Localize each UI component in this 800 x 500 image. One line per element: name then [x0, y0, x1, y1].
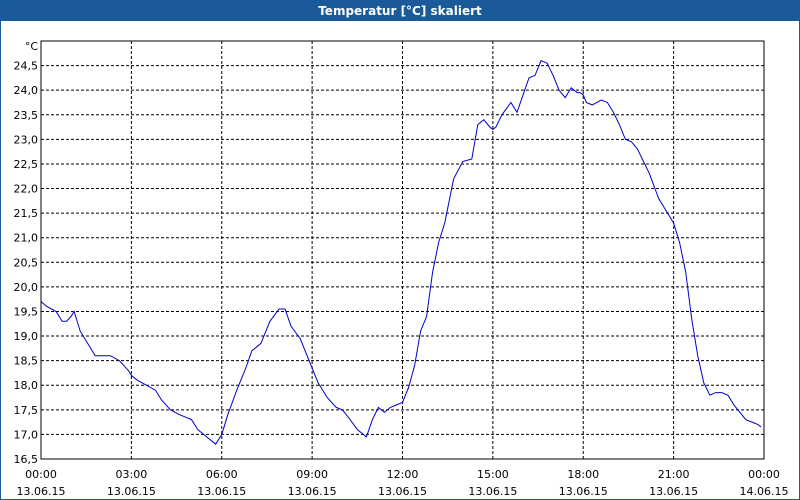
y-tick-label: 17,5	[14, 404, 39, 417]
x-tick-time-label: 21:00	[658, 468, 690, 481]
x-tick-date-label: 13.06.15	[288, 485, 337, 498]
window-title: Temperatur [°C] skaliert	[318, 4, 482, 18]
x-tick-date-label: 14.06.15	[740, 485, 789, 498]
x-tick-time-label: 18:00	[567, 468, 599, 481]
title-bar: Temperatur [°C] skaliert	[1, 1, 799, 21]
y-tick-label: 23,5	[14, 109, 39, 122]
y-tick-label: 21,5	[14, 207, 39, 220]
y-tick-label: 20,0	[14, 281, 39, 294]
x-tick-date-label: 13.06.15	[17, 485, 66, 498]
x-tick-time-label: 12:00	[387, 468, 419, 481]
x-tick-date-label: 13.06.15	[468, 485, 517, 498]
x-tick-time-label: 00:00	[25, 468, 57, 481]
x-tick-date-label: 13.06.15	[378, 485, 427, 498]
y-tick-label: 16,5	[14, 453, 39, 466]
x-tick-date-label: 13.06.15	[559, 485, 608, 498]
x-tick-date-label: 13.06.15	[197, 485, 246, 498]
x-tick-date-label: 13.06.15	[649, 485, 698, 498]
y-tick-label: 22,5	[14, 158, 39, 171]
y-tick-label: 24,5	[14, 60, 39, 73]
x-tick-time-label: 03:00	[116, 468, 148, 481]
y-axis-ticks: 16,5 17,0 17,5 18,0 18,5 19,0 19,5 20,0 20,5 21,0…	[14, 60, 39, 466]
x-tick-date-label: 13.06.15	[107, 485, 156, 498]
y-axis-unit-label: °C	[25, 40, 39, 53]
y-tick-label: 17,0	[14, 428, 39, 441]
y-tick-label: 23,0	[14, 133, 39, 146]
y-tick-label: 18,0	[14, 379, 39, 392]
x-tick-time-label: 09:00	[296, 468, 328, 481]
temperature-series-line	[40, 60, 762, 445]
x-tick-time-label: 15:00	[477, 468, 509, 481]
grid	[41, 41, 764, 459]
y-tick-label: 19,5	[14, 305, 39, 318]
y-tick-label: 20,5	[14, 256, 39, 269]
plot-area-frame	[40, 40, 765, 460]
y-tick-label: 24,0	[14, 84, 39, 97]
y-tick-label: 19,0	[14, 330, 39, 343]
y-tick-label: 22,0	[14, 183, 39, 196]
y-tick-label: 18,5	[14, 355, 39, 368]
x-axis-ticks: 00:00 13.06.15 03:00 13.06.15 06:00 13.06.15 0…	[17, 468, 789, 498]
temperature-line-chart: 16,5 17,0 17,5 18,0 18,5 19,0 19,5 20,0 20,5 21,0…	[14, 40, 789, 498]
x-tick-time-label: 06:00	[206, 468, 238, 481]
x-tick-time-label: 00:00	[748, 468, 780, 481]
y-tick-label: 21,0	[14, 232, 39, 245]
